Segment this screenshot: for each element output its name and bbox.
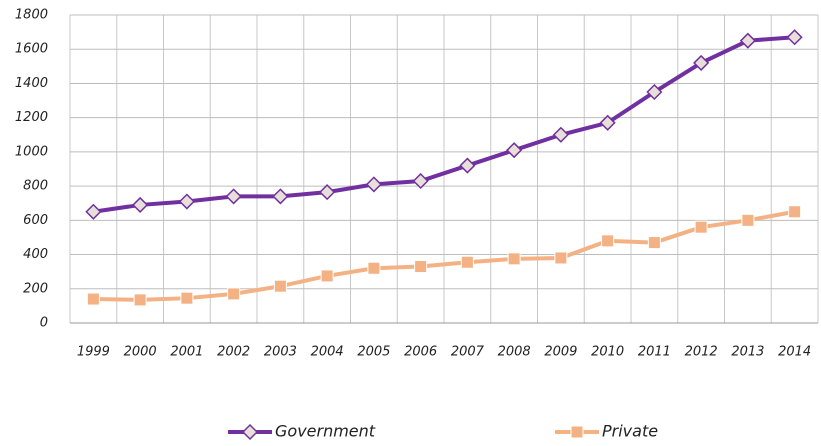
legend-label: Government (275, 422, 376, 441)
x-tick-label: 2002 (217, 345, 250, 360)
x-tick-label: 2005 (357, 345, 390, 360)
marker (412, 172, 429, 190)
marker (646, 83, 663, 101)
y-tick-label: 1600 (15, 42, 48, 57)
marker (85, 203, 102, 220)
x-tick-label: 2014 (778, 345, 811, 360)
x-tick-label: 1999 (77, 345, 110, 360)
marker (599, 114, 616, 131)
marker (739, 32, 756, 49)
marker (272, 188, 289, 205)
y-tick-label: 0 (40, 316, 48, 331)
x-tick-label: 2001 (170, 345, 203, 360)
x-tick-label: 2009 (544, 345, 577, 360)
marker (459, 157, 476, 174)
marker (414, 260, 428, 274)
marker (693, 54, 710, 71)
x-tick-label: 2004 (311, 345, 344, 360)
marker (132, 196, 149, 213)
marker (554, 251, 568, 265)
marker (227, 287, 241, 301)
x-tick-label: 2010 (591, 345, 624, 360)
marker (552, 126, 569, 143)
x-tick-label: 2006 (404, 345, 437, 360)
marker (367, 261, 381, 275)
marker (365, 176, 382, 193)
marker (178, 193, 195, 210)
marker (507, 252, 521, 266)
x-tick-label: 2012 (685, 345, 718, 360)
x-tick-label: 2013 (731, 345, 764, 360)
x-tick-label: 2000 (124, 345, 157, 360)
marker (506, 142, 523, 159)
y-tick-label: 800 (23, 179, 48, 194)
legend-marker (241, 423, 259, 441)
marker (601, 234, 615, 248)
marker (225, 188, 242, 205)
y-tick-label: 400 (23, 247, 48, 262)
marker (180, 291, 194, 305)
marker (786, 29, 803, 46)
marker (133, 293, 147, 307)
legend-marker (570, 425, 584, 439)
y-tick-label: 200 (23, 281, 48, 296)
x-tick-label: 2007 (451, 345, 485, 360)
y-tick-label: 600 (23, 213, 48, 228)
marker (788, 205, 802, 219)
x-tick-label: 2008 (498, 345, 531, 360)
legend-label: Private (602, 422, 658, 441)
y-tick-label: 1200 (15, 110, 48, 125)
series-line (93, 209, 795, 302)
marker (694, 220, 708, 234)
marker (741, 213, 755, 227)
y-tick-label: 1800 (15, 8, 48, 23)
marker (86, 292, 100, 306)
x-tick-label: 2011 (638, 345, 671, 360)
marker (320, 269, 334, 283)
marker (319, 184, 336, 201)
marker (460, 255, 474, 269)
series-line (93, 35, 795, 214)
marker (273, 279, 287, 293)
x-tick-label: 2003 (264, 345, 297, 360)
marker (647, 236, 661, 250)
y-tick-label: 1000 (15, 144, 48, 159)
y-tick-label: 1400 (15, 76, 48, 91)
